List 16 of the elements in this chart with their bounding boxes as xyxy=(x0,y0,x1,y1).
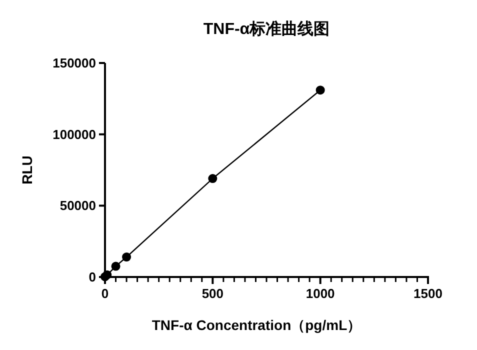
chart-title: TNF-α标准曲线图 xyxy=(203,20,330,38)
point xyxy=(316,86,325,95)
y-tick-label: 150000 xyxy=(52,56,96,70)
x-axis-title: TNF-α Concentration（pg/mL） xyxy=(152,317,362,333)
point xyxy=(122,252,132,262)
point xyxy=(102,270,112,280)
x-tick-label: 0 xyxy=(101,286,109,301)
x-tick-label: 500 xyxy=(202,286,224,301)
point xyxy=(208,174,218,184)
y-tick-label: 0 xyxy=(88,270,96,284)
x-tick-label: 1500 xyxy=(414,286,442,301)
x-tick-label: 1000 xyxy=(306,286,335,301)
y-tick-label: 50000 xyxy=(60,198,96,214)
y-axis-title: RLU xyxy=(19,156,35,184)
point xyxy=(111,262,120,271)
y-tick-label: 100000 xyxy=(52,126,96,142)
